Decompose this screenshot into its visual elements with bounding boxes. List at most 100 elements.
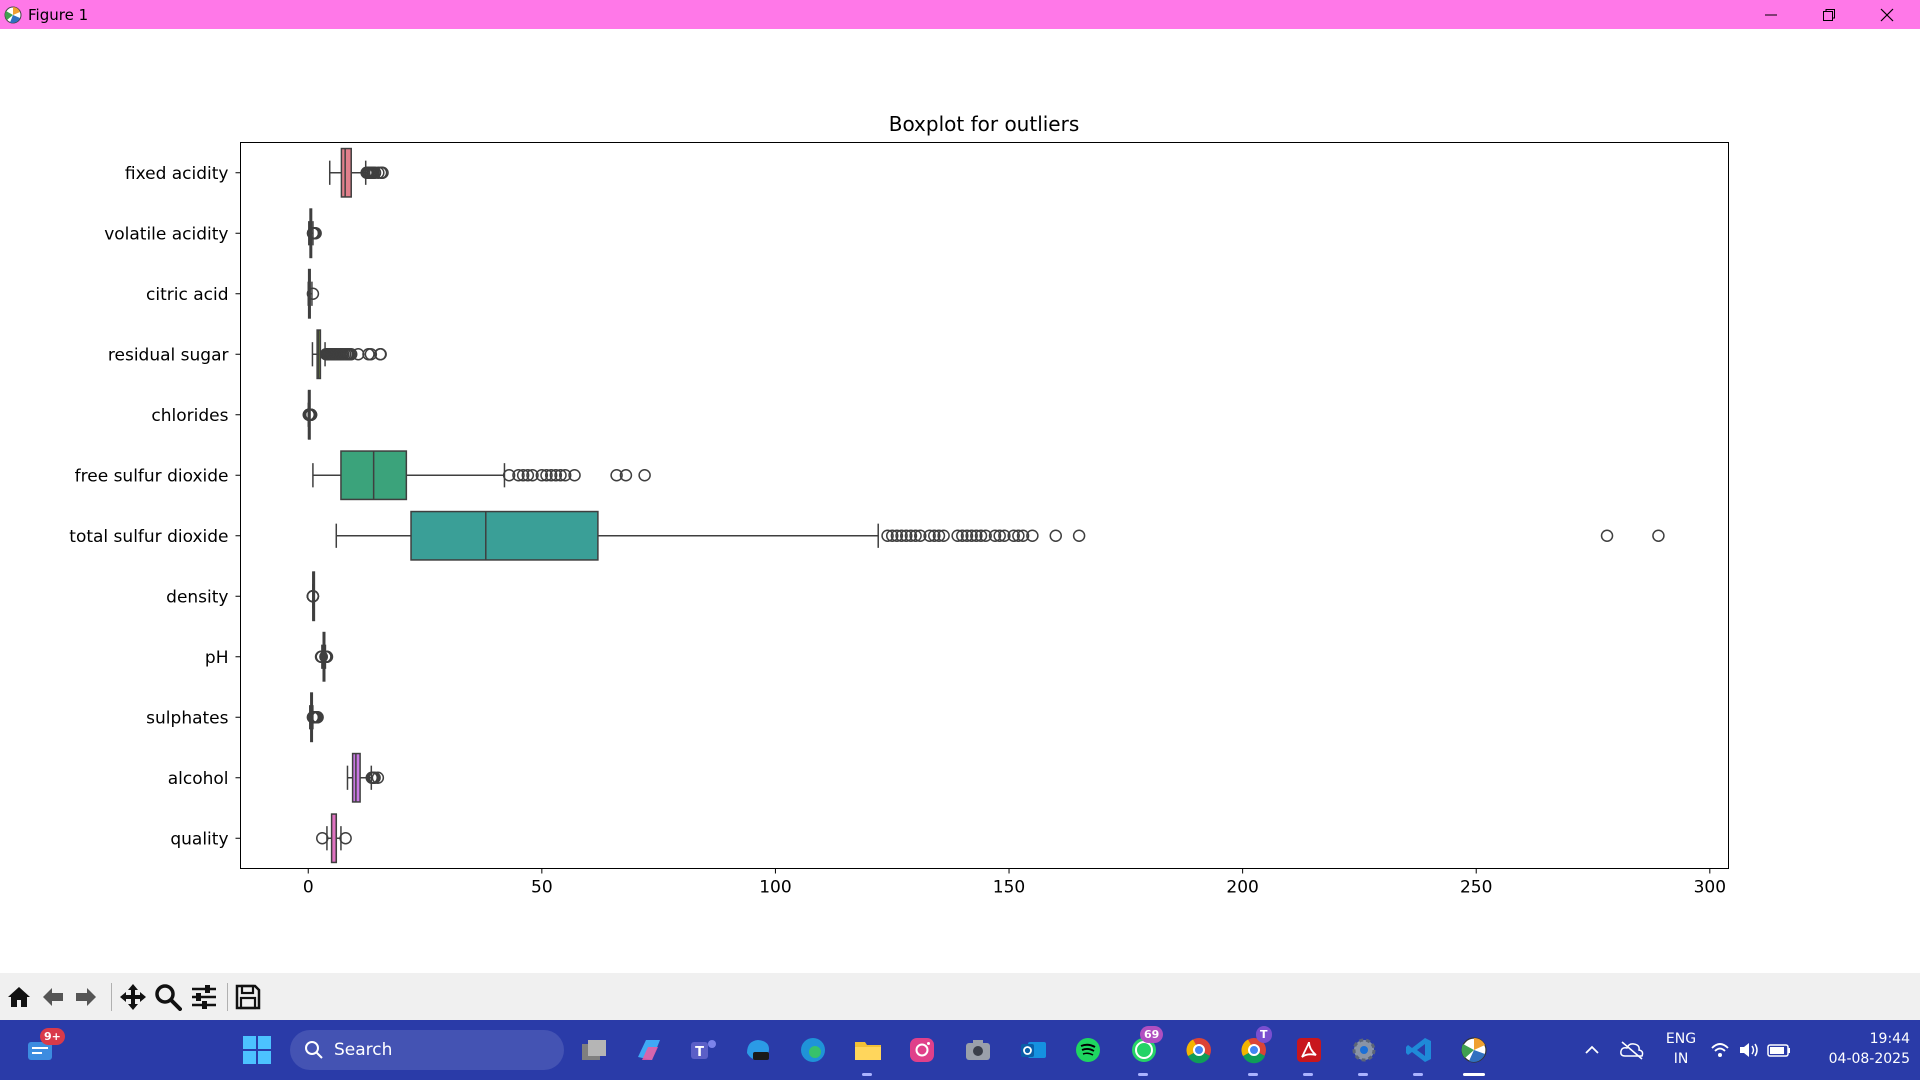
configure-subplots-icon (192, 985, 216, 1009)
widgets-icon (28, 1042, 52, 1060)
window-title-bar: Figure 1 (0, 0, 1920, 29)
outlier-point (368, 771, 381, 784)
outlier-point (960, 529, 974, 542)
chrome-button[interactable] (1181, 1032, 1217, 1068)
chrome-icon (1186, 1038, 1211, 1064)
widgets-button[interactable]: 9+ (22, 1028, 65, 1068)
outlier-point (549, 469, 563, 482)
box-0 (340, 147, 352, 198)
outlier-point (1072, 529, 1086, 542)
outlier-point (368, 166, 382, 179)
camera-button[interactable] (960, 1032, 996, 1068)
outlier-point (1049, 529, 1062, 542)
clock-time[interactable]: 19:44 (1869, 1031, 1910, 1047)
input-region-indicator[interactable]: IN (1673, 1051, 1689, 1067)
whatsapp-button[interactable]: 69 (1126, 1026, 1164, 1068)
outlier-point (1600, 529, 1614, 542)
outlier-point (988, 529, 1002, 542)
save-button[interactable] (232, 981, 264, 1013)
spotify-button[interactable] (1070, 1032, 1106, 1068)
y-tick-label: alcohol (168, 769, 229, 789)
chart-title: Boxplot for outliers (889, 112, 1080, 136)
box-6 (410, 510, 599, 561)
notification-badge: 9+ (40, 1028, 65, 1045)
outlook-button[interactable] (1015, 1032, 1051, 1068)
outlier-point (638, 469, 651, 482)
y-tick-label: fixed acidity (125, 164, 229, 184)
file-explorer-button[interactable] (850, 1032, 886, 1068)
outlier-point (306, 590, 320, 603)
outlook-icon (1021, 1042, 1046, 1058)
acrobat-button[interactable] (1291, 1032, 1327, 1068)
outlier-point (544, 469, 558, 482)
x-tick-label: 100 (759, 878, 791, 898)
outlier-point (315, 650, 328, 663)
clock-date[interactable]: 04-08-2025 (1828, 1051, 1910, 1067)
configure-subplots-button[interactable] (188, 981, 220, 1013)
zoom-button[interactable] (152, 981, 184, 1013)
running-indicator (1248, 1073, 1258, 1076)
start-button[interactable] (239, 1032, 275, 1068)
search-placeholder: Search (334, 1040, 393, 1060)
y-tick-label: sulphates (146, 708, 228, 728)
edge-icon (801, 1038, 825, 1062)
y-tick-label: quality (170, 829, 228, 849)
pan-icon (120, 984, 146, 1010)
copilot-icon (638, 1040, 660, 1060)
vscode-icon (1406, 1038, 1431, 1062)
running-indicator (1138, 1073, 1148, 1076)
outlier-point (311, 711, 324, 724)
microsoft365-icon (747, 1040, 769, 1060)
restore-button[interactable] (1800, 0, 1858, 29)
window-title: Figure 1 (28, 6, 89, 24)
outlier-point (339, 832, 352, 845)
matplotlib-app-icon (4, 6, 22, 24)
onedrive-button[interactable] (1614, 1032, 1650, 1068)
boxplot-chart: Boxplot for outliers fixed acidity volati… (69, 112, 1729, 898)
outlier-point (923, 529, 936, 542)
whatsapp-unread-badge: 69 (1140, 1026, 1164, 1043)
close-icon (1880, 8, 1894, 21)
close-button[interactable] (1858, 0, 1916, 29)
search-icon (305, 1041, 323, 1059)
outlier-point (1007, 529, 1020, 542)
edge-button[interactable] (795, 1032, 831, 1068)
outlier-point (306, 287, 320, 300)
outlier-point (309, 227, 322, 240)
restore-icon (1823, 8, 1835, 21)
back-button[interactable] (37, 981, 69, 1013)
taskbar-search-box[interactable]: Search (290, 1030, 564, 1070)
instagram-button[interactable] (904, 1032, 940, 1068)
home-button[interactable] (3, 981, 35, 1013)
settings-button[interactable] (1346, 1032, 1382, 1068)
quick-settings-button[interactable] (1708, 1032, 1798, 1068)
chrome-profile-button[interactable]: T (1236, 1026, 1272, 1068)
figure-canvas[interactable]: Boxplot for outliers fixed acidity volati… (0, 29, 1920, 973)
copilot-button[interactable] (631, 1032, 667, 1068)
outlier-point (965, 529, 978, 542)
toolbar-separator (227, 983, 228, 1011)
task-view-button[interactable] (576, 1032, 612, 1068)
pan-button[interactable] (117, 981, 149, 1013)
show-hidden-icons-button[interactable] (1574, 1032, 1610, 1068)
language-indicator[interactable]: ENG (1665, 1031, 1697, 1047)
folder-icon (855, 1042, 881, 1060)
y-tick-label: density (166, 587, 228, 607)
minimize-button[interactable] (1742, 0, 1800, 29)
forward-button[interactable] (70, 981, 102, 1013)
microsoft365-button[interactable] (740, 1032, 776, 1068)
back-icon (43, 988, 63, 1006)
zoom-icon (155, 984, 182, 1011)
vscode-button[interactable] (1401, 1032, 1437, 1068)
y-tick-label: citric acid (146, 285, 228, 305)
teams-button[interactable]: T (685, 1032, 721, 1068)
outlier-point (899, 529, 913, 542)
outlier-point (881, 529, 894, 542)
matplotlib-figure-button[interactable] (1456, 1032, 1492, 1068)
outlier-point (516, 469, 530, 482)
plot-frame (240, 142, 1729, 869)
save-icon (235, 984, 261, 1010)
outlier-point (521, 469, 535, 482)
windows-logo-icon (243, 1036, 271, 1064)
outlier-point (932, 529, 946, 542)
